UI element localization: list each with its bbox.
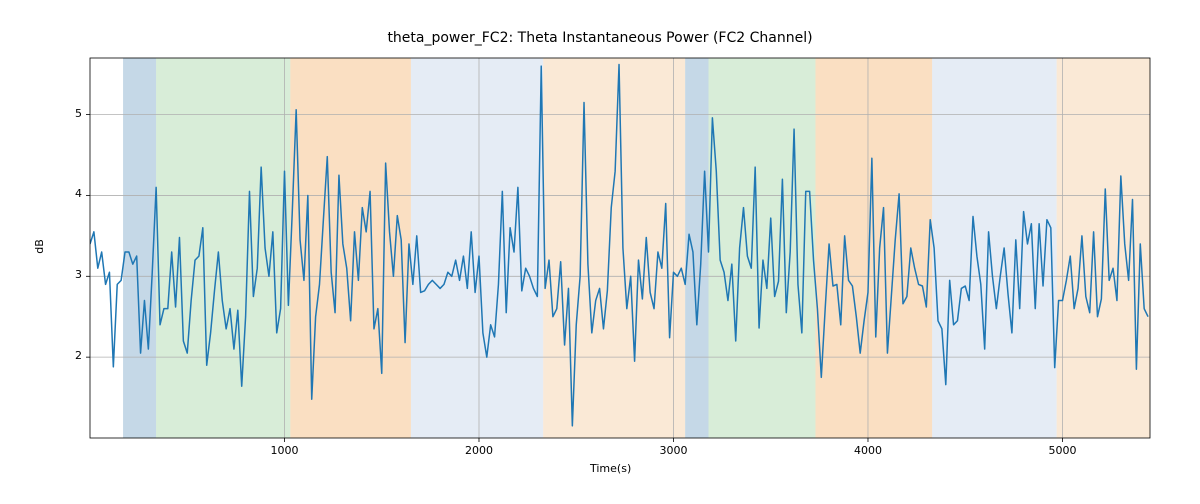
chart-svg [0,0,1200,500]
x-tick-label: 1000 [264,444,304,457]
y-axis-label: dB [33,239,46,254]
y-tick-label: 4 [56,187,82,200]
x-tick-label: 4000 [848,444,888,457]
x-tick-label: 2000 [459,444,499,457]
x-tick-label: 5000 [1042,444,1082,457]
y-tick-label: 2 [56,349,82,362]
x-tick-label: 3000 [653,444,693,457]
y-tick-label: 5 [56,107,82,120]
x-axis-label: Time(s) [590,462,631,475]
chart-container: theta_power_FC2: Theta Instantaneous Pow… [0,0,1200,500]
chart-title: theta_power_FC2: Theta Instantaneous Pow… [0,30,1200,46]
background-regions [123,58,1150,438]
y-tick-label: 3 [56,268,82,281]
